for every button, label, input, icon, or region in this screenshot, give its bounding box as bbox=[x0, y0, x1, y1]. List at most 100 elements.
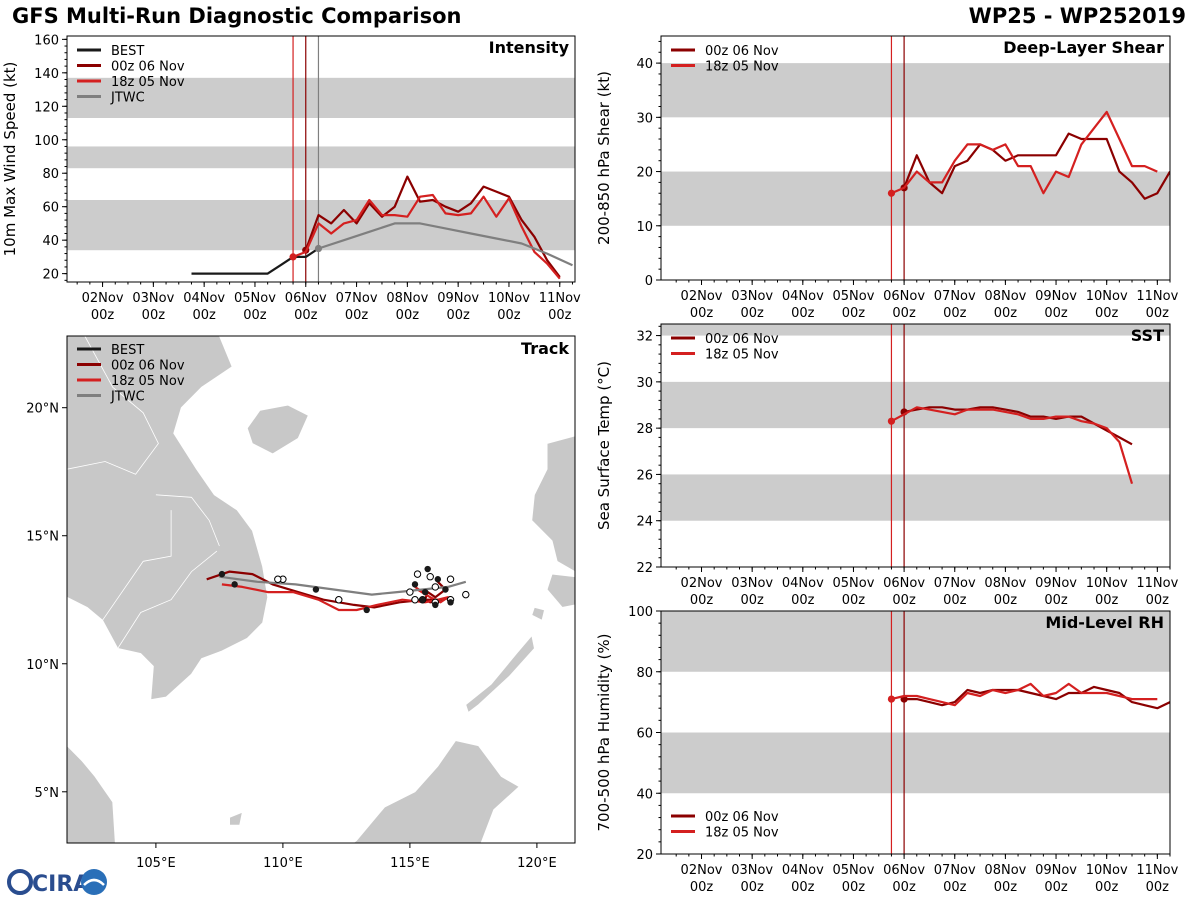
shear-xtick-label-hour: 00z bbox=[1146, 306, 1170, 321]
rh-xtick-label-date: 06Nov bbox=[883, 863, 925, 878]
rh-legend-label: 00z 06 Nov bbox=[705, 810, 779, 825]
sst-xtick-label-hour: 00z bbox=[1095, 593, 1119, 608]
track-point-filled bbox=[312, 586, 320, 593]
track-point-filled bbox=[421, 588, 429, 596]
shear-xtick-label-date: 11Nov bbox=[1136, 289, 1178, 304]
shear-band bbox=[661, 171, 1170, 226]
intensity-series-best bbox=[191, 247, 320, 275]
sst-frame bbox=[660, 323, 1171, 568]
track-point-open bbox=[426, 572, 434, 581]
rh-xtick-label-date: 07Nov bbox=[934, 863, 976, 878]
rh-xtick-label-hour: 00z bbox=[791, 880, 815, 895]
rh-xtick-label-hour: 00z bbox=[994, 880, 1018, 895]
track-point-open bbox=[431, 583, 439, 591]
country-border bbox=[67, 336, 159, 475]
intensity-ytick-label: 160 bbox=[34, 33, 59, 48]
intensity-xtick-label-date: 11Nov bbox=[539, 291, 581, 306]
intensity-band bbox=[67, 77, 575, 118]
track-ytick-label: 20°N bbox=[26, 402, 59, 417]
shear-xtick-label-date: 05Nov bbox=[832, 289, 874, 304]
sst-xtick-label-hour: 00z bbox=[943, 593, 967, 608]
track-map-area bbox=[67, 336, 575, 843]
rh-xtick-label-date: 08Nov bbox=[984, 863, 1026, 878]
intensity-legend-label: 18z 05 Nov bbox=[111, 75, 185, 90]
shear-xtick-label-hour: 00z bbox=[943, 306, 967, 321]
shear-xtick-label-hour: 00z bbox=[892, 306, 916, 321]
sst-xtick-label-date: 05Nov bbox=[832, 576, 874, 591]
sst-xtick-label-date: 02Nov bbox=[681, 576, 723, 591]
shear-band bbox=[661, 63, 1170, 118]
shear-legend-label: 00z 06 Nov bbox=[705, 44, 779, 59]
shear-chart: 0 10 20 30 40 02Nov 00z 03Nov 00z 04Nov 00z 05Nov 00… bbox=[595, 35, 1179, 321]
rh-xtick-label-hour: 00z bbox=[892, 880, 916, 895]
shear-xtick-label-date: 08Nov bbox=[984, 289, 1026, 304]
rh-ylabel: 700-500 hPa Humidity (%) bbox=[595, 633, 613, 831]
country-border bbox=[102, 510, 172, 621]
shear-xtick-label-date: 10Nov bbox=[1086, 289, 1128, 304]
track-xtick-label: 120°E bbox=[517, 856, 557, 871]
rh-xtick-label-date: 03Nov bbox=[731, 863, 773, 878]
intensity-series-jtwc bbox=[318, 222, 573, 267]
track-point-filled bbox=[424, 565, 431, 573]
intensity-init-marker bbox=[314, 244, 323, 253]
track-legend-label: 18z 05 Nov bbox=[111, 374, 185, 389]
shear-xtick-label-date: 03Nov bbox=[731, 289, 773, 304]
sst-xtick-label-hour: 00z bbox=[994, 593, 1018, 608]
track-ytick-label: 5°N bbox=[35, 786, 60, 801]
sst-xtick-label-hour: 00z bbox=[892, 593, 916, 608]
land-calamian bbox=[531, 606, 545, 621]
rh-chart: 20 40 60 80 100 02Nov 00z 03Nov 00z 04Nov 00z 05Nov… bbox=[595, 605, 1179, 895]
intensity-xtick-label-date: 06Nov bbox=[285, 291, 327, 306]
rh-xtick-label-date: 09Nov bbox=[1035, 863, 1077, 878]
track-point-open bbox=[335, 596, 343, 604]
sst-xtick-label-date: 08Nov bbox=[984, 576, 1026, 591]
sst-ytick-label: 24 bbox=[636, 515, 653, 530]
intensity-xtick-label-date: 08Nov bbox=[386, 291, 428, 306]
shear-ytick-label: 40 bbox=[636, 57, 653, 72]
land-mindoro bbox=[546, 573, 575, 608]
sst-chart: 22 24 26 28 30 32 02Nov 00z 03Nov 00z 04Nov 00z 05No… bbox=[595, 323, 1179, 608]
intensity-ytick-label: 140 bbox=[34, 67, 59, 82]
intensity-series-run_18z bbox=[292, 193, 561, 280]
sst-legend-label: 00z 06 Nov bbox=[705, 332, 779, 347]
shear-xtick-label-date: 07Nov bbox=[934, 289, 976, 304]
track-point-open bbox=[274, 575, 282, 583]
cira-logo-icon: CIRA bbox=[7, 869, 107, 897]
rh-band bbox=[661, 732, 1170, 794]
sst-legend-label: 18z 05 Nov bbox=[705, 348, 779, 363]
sst-xtick-label-hour: 00z bbox=[1146, 593, 1170, 608]
sst-ytick-label: 32 bbox=[636, 330, 653, 345]
sst-ytick-label: 30 bbox=[636, 376, 653, 391]
rh-ytick-label: 60 bbox=[636, 727, 653, 742]
track-xtick-label: 110°E bbox=[263, 856, 303, 871]
rh-title: Mid-Level RH bbox=[1045, 613, 1164, 632]
rh-legend-label: 18z 05 Nov bbox=[705, 826, 779, 841]
intensity-xtick-label-hour: 00z bbox=[396, 308, 420, 323]
sst-xtick-label-hour: 00z bbox=[1044, 593, 1068, 608]
sst-band bbox=[661, 474, 1170, 521]
intensity-legend-label: 00z 06 Nov bbox=[111, 60, 185, 75]
track-ytick-label: 15°N bbox=[26, 530, 59, 545]
sst-xtick-label-date: 07Nov bbox=[934, 576, 976, 591]
rh-xtick-label-date: 05Nov bbox=[832, 863, 874, 878]
track-point-filled bbox=[447, 599, 454, 606]
intensity-ylabel: 10m Max Wind Speed (kt) bbox=[1, 62, 19, 257]
intensity-ytick-label: 80 bbox=[42, 167, 59, 182]
sst-ytick-label: 26 bbox=[636, 468, 653, 483]
track-point-filled bbox=[363, 606, 370, 614]
track-legend-label: JTWC bbox=[110, 390, 145, 405]
shear-xtick-label-date: 06Nov bbox=[883, 289, 925, 304]
intensity-legend-label: JTWC bbox=[110, 91, 145, 106]
intensity-xtick-label-hour: 00z bbox=[142, 308, 166, 323]
intensity-xtick-label-date: 02Nov bbox=[82, 291, 124, 306]
shear-frame bbox=[660, 35, 1171, 281]
storm-id-label: WP25 - WP252019 bbox=[968, 4, 1186, 28]
sst-xtick-label-date: 09Nov bbox=[1035, 576, 1077, 591]
sst-xtick-label-date: 03Nov bbox=[731, 576, 773, 591]
sst-ytick-label: 22 bbox=[636, 561, 653, 576]
rh-xtick-label-hour: 00z bbox=[1146, 880, 1170, 895]
intensity-xtick-label-hour: 00z bbox=[294, 308, 318, 323]
land-luzon bbox=[531, 435, 575, 573]
sst-ytick-label: 28 bbox=[636, 422, 653, 437]
intensity-xtick-label-date: 03Nov bbox=[132, 291, 174, 306]
